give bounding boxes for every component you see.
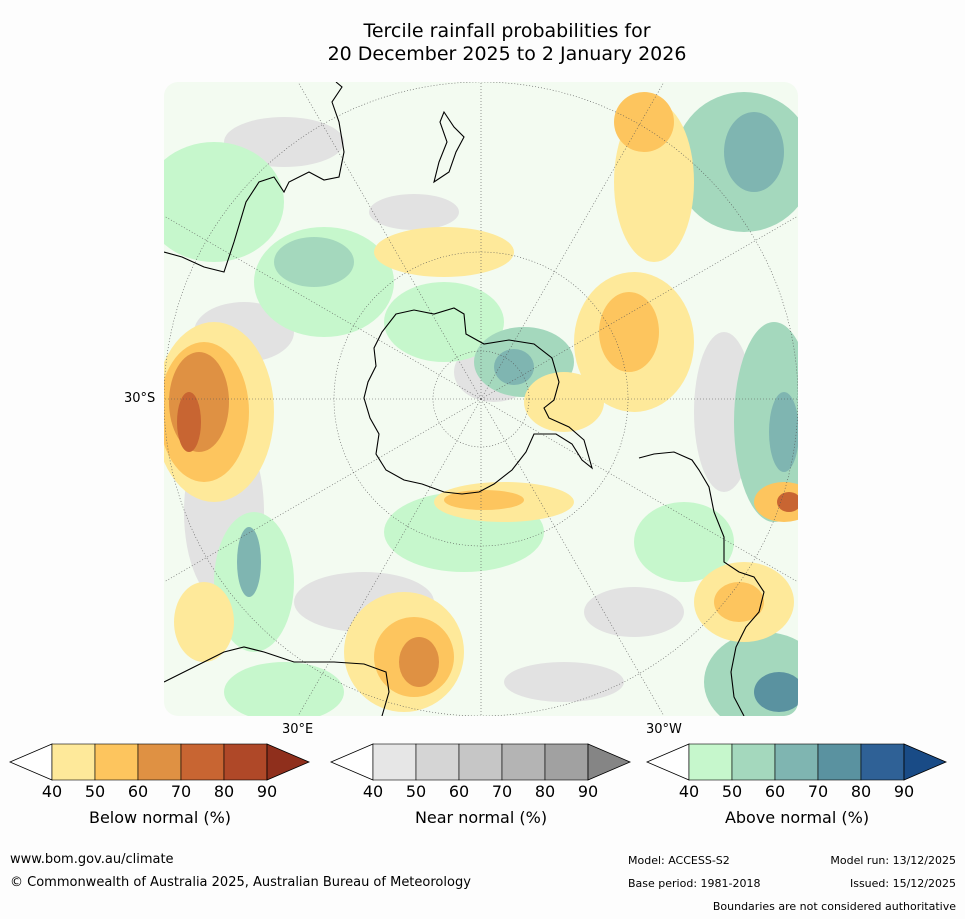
colorbar-underflow-arrow bbox=[8, 743, 53, 781]
colorbar-tick-label: 50 bbox=[722, 782, 742, 801]
colorbar-segment bbox=[688, 743, 733, 781]
footer-disclaimer: Boundaries are not considered authoritat… bbox=[712, 900, 956, 913]
legend-title-below: Below normal (%) bbox=[88, 808, 232, 827]
footer-base-period: Base period: 1981-2018 bbox=[628, 877, 761, 890]
colorbar-tick-label: 60 bbox=[765, 782, 785, 801]
longitude-label-30e: 30°E bbox=[282, 722, 314, 737]
colorbar-overflow-arrow bbox=[903, 743, 948, 781]
colorbar-tick-label: 40 bbox=[363, 782, 383, 801]
rainfall-probability-map bbox=[164, 82, 798, 716]
colorbar-tick-label: 70 bbox=[171, 782, 191, 801]
colorbar-underflow-arrow bbox=[329, 743, 374, 781]
footer-model: Model: ACCESS-S2 bbox=[628, 854, 730, 867]
colorbar-segment bbox=[137, 743, 182, 781]
coastlines bbox=[164, 82, 765, 716]
colorbar-segment bbox=[731, 743, 776, 781]
title-line-1: Tercile rainfall probabilities for bbox=[363, 20, 651, 42]
colorbar-below: 40 50 60 70 80 90 bbox=[8, 743, 311, 801]
colorbar-segment bbox=[501, 743, 546, 781]
new-zealand-coastline bbox=[433, 110, 465, 184]
africa-coastline bbox=[164, 646, 390, 716]
footer-issued: Issued: 15/12/2025 bbox=[849, 877, 956, 890]
colorbar-segment bbox=[817, 743, 862, 781]
footer-copyright: © Commonwealth of Australia 2025, Austra… bbox=[10, 875, 471, 890]
colorbar-tick-label: 60 bbox=[128, 782, 148, 801]
colorbar-tick-label: 80 bbox=[214, 782, 234, 801]
title-line-2: 20 December 2025 to 2 January 2026 bbox=[327, 43, 687, 65]
colorbar-tick-label: 70 bbox=[808, 782, 828, 801]
colorbar-segment bbox=[774, 743, 819, 781]
longitude-label-30w: 30°W bbox=[646, 722, 682, 737]
colorbar-segment bbox=[372, 743, 417, 781]
colorbar-tick-label: 50 bbox=[406, 782, 426, 801]
colorbar-tick-label: 40 bbox=[679, 782, 699, 801]
legend-title-near: Near normal (%) bbox=[414, 808, 548, 827]
colorbar-tick-label: 90 bbox=[894, 782, 914, 801]
south-america-coastline bbox=[638, 451, 765, 716]
colorbar-overflow-arrow bbox=[587, 743, 632, 781]
colorbar-tick-label: 50 bbox=[85, 782, 105, 801]
below-normal-field bbox=[164, 92, 798, 712]
footer-url: www.bom.gov.au/climate bbox=[10, 852, 174, 867]
colorbars: 40 50 60 70 80 90 40 50 60 70 80 90 40 50 60 70 80 90 bbox=[8, 743, 948, 801]
colorbar-segment bbox=[544, 743, 589, 781]
colorbar-segment bbox=[180, 743, 225, 781]
colorbar-tick-label: 40 bbox=[42, 782, 62, 801]
graticule bbox=[164, 82, 798, 716]
footer-model-run: Model run: 13/12/2025 bbox=[830, 854, 956, 867]
australia-coastline bbox=[164, 82, 345, 273]
colorbar-tick-label: 80 bbox=[851, 782, 871, 801]
colorbar-segment bbox=[223, 743, 268, 781]
colorbar-segment bbox=[94, 743, 139, 781]
colorbar-segment bbox=[458, 743, 503, 781]
colorbar-overflow-arrow bbox=[266, 743, 311, 781]
colorbar-segment bbox=[51, 743, 96, 781]
colorbar-above: 40 50 60 70 80 90 bbox=[645, 743, 948, 801]
colorbar-tick-label: 70 bbox=[492, 782, 512, 801]
map-svg bbox=[164, 82, 798, 716]
colorbar-segment bbox=[415, 743, 460, 781]
colorbar-underflow-arrow bbox=[645, 743, 690, 781]
legend-title-above: Above normal (%) bbox=[724, 808, 870, 827]
colorbar-tick-label: 90 bbox=[578, 782, 598, 801]
latitude-label-30s: 30°S bbox=[124, 391, 156, 406]
colorbar-segment bbox=[860, 743, 905, 781]
antarctica-coastline bbox=[363, 307, 594, 495]
colorbar-tick-label: 60 bbox=[449, 782, 469, 801]
colorbar-tick-label: 80 bbox=[535, 782, 555, 801]
map-title: Tercile rainfall probabilities for 20 De… bbox=[0, 20, 965, 66]
colorbar-tick-label: 90 bbox=[257, 782, 277, 801]
colorbar-near: 40 50 60 70 80 90 bbox=[329, 743, 632, 801]
